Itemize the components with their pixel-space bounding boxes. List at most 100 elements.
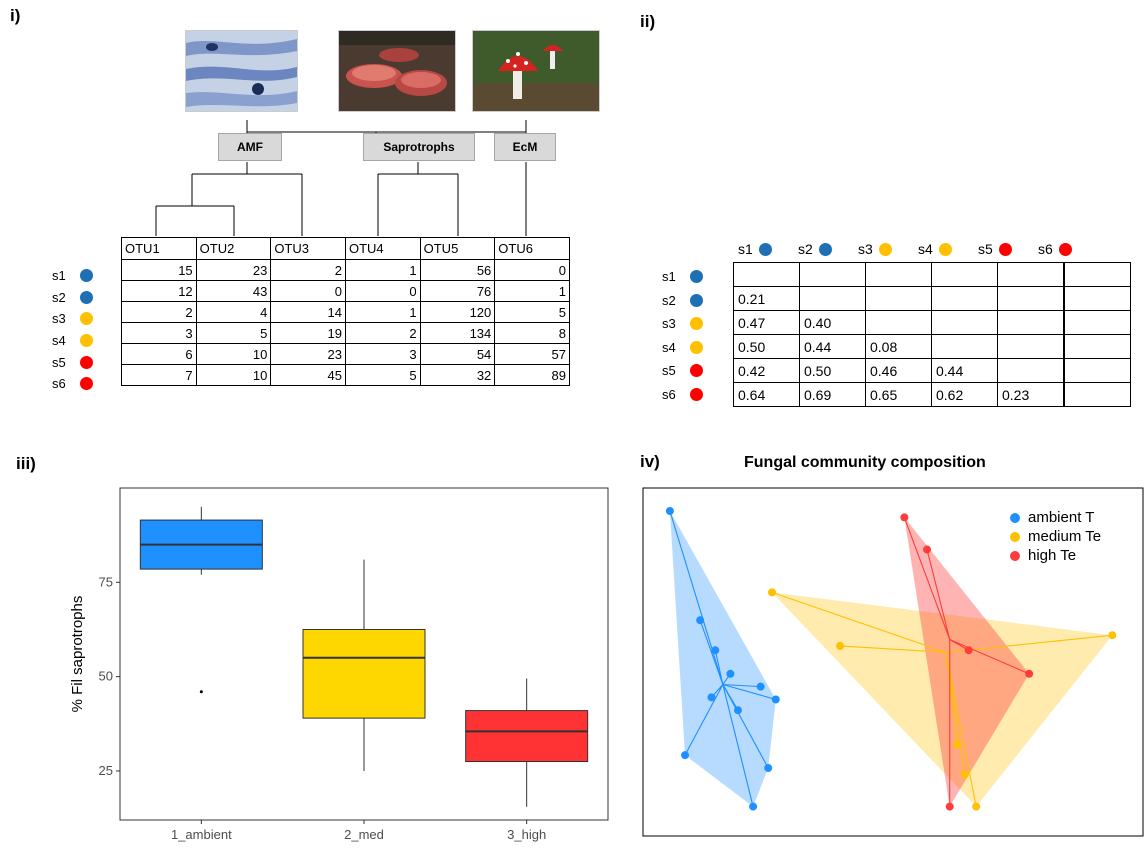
distance-cell: 0.40 [799,310,866,335]
y-tick-label: 50 [99,669,113,684]
ordination-plot [642,487,1144,837]
panel-label-iii: iii) [16,454,36,473]
distance-cell: 0.65 [865,382,932,407]
legend-dot [1010,512,1020,523]
sample-color-dot [79,355,93,369]
panel-label-iv: iv) [640,452,660,471]
distance-cell: 0.62 [931,382,998,407]
sample-point [953,740,962,749]
x-tick-label: 1_ambient [171,827,232,842]
distance-column-header: s1 [738,241,798,257]
distance-cell [799,286,866,311]
y-axis-title: % Fil saprotrophs [69,596,86,713]
spider-line [669,510,724,685]
distance-cell [997,262,1065,287]
sample-color-dot [689,317,703,331]
sample-row-label: s4 [52,330,93,352]
table-row: 2 4 14 1 120 5 [121,301,570,323]
distance-matrix-table: 0.21 0.47 0.40 0.50 0.44 0.08 0.42 0.50 0.46 0.44… [733,262,1131,407]
sample-color-dot [79,377,93,391]
plot-frame [642,487,1144,837]
otu-sample-labels: s1 s2 s3 s4 s5 s6 [52,265,93,395]
spider-line [722,684,769,769]
sample-row-label: s1 [52,265,93,287]
sample-color-dot [938,242,952,256]
otu-count-cell: 1 [344,301,421,323]
distance-cell: 0.69 [799,382,866,407]
otu-count-cell: 2 [121,301,197,323]
otu-count-cell: 10 [195,364,272,386]
distance-cell: 0.44 [931,358,998,383]
table-row: 0.64 0.69 0.65 0.62 0.23 [733,382,1131,407]
sample-color-dot [79,312,93,326]
group-amf: AMF [218,133,282,161]
otu-count-cell: 2 [270,259,346,281]
distance-cell: 0.50 [733,334,800,359]
spider-line [945,652,977,807]
otu-abundance-table: OTU1 OTU2 OTU3 OTU4 OTU5 OTU6 15 23 2 1 56 0 12 43 0 0 7… [121,237,570,386]
spider-line [945,652,966,775]
sample-name: s1 [662,269,676,285]
distance-cell: 0.44 [799,334,866,359]
distance-column-header: s5 [978,241,1038,257]
distance-cell [931,262,998,287]
sample-point [681,751,690,760]
legend-item: high Te [1010,546,1101,565]
series-high-Te [900,513,1034,811]
box-2_med [302,628,426,719]
spider-line [949,639,1030,675]
spider-line [684,684,724,756]
otu-count-cell: 32 [419,364,496,386]
sample-color-dot [79,269,93,283]
otu-count-cell: 4 [195,301,272,323]
distance-cell [1063,358,1131,383]
spider-line [840,645,946,653]
distance-cell [1063,262,1131,287]
box-3_high [465,710,589,763]
otu-column-header: OTU1 [121,237,197,260]
sample-color-dot [878,242,892,256]
ecm-fly-agaric-photo [472,30,600,112]
sample-color-dot [79,334,93,348]
sample-point [749,802,758,811]
distance-cell [931,334,998,359]
sample-point [733,706,742,715]
sample-point [768,588,776,597]
ordination-title: Fungal community composition [744,454,986,471]
panel-label-i: i) [10,6,21,25]
outlier-point [199,690,203,694]
table-row: 0.21 [733,286,1131,311]
otu-count-cell: 56 [419,259,496,281]
otu-count-cell: 8 [494,322,570,344]
otu-count-cell: 7 [121,364,197,386]
otu-count-cell: 134 [419,322,496,344]
sample-point [1025,669,1034,678]
sample-row-label: s2 [52,287,93,309]
table-row: 3 5 19 2 134 8 [121,322,570,344]
spider-line [722,683,761,688]
sample-row-label: s5 [662,359,703,383]
otu-count-cell: 76 [419,280,496,302]
otu-count-cell: 5 [494,301,570,323]
sample-name: s2 [798,241,813,257]
distance-column-header: s3 [858,241,918,257]
sample-point [764,764,773,773]
table-row: 6 10 23 3 54 57 [121,343,570,365]
distance-cell [997,334,1065,359]
otu-count-cell: 45 [270,364,346,386]
otu-count-cell: 0 [344,280,421,302]
otu-count-cell: 89 [494,364,570,386]
otu-column-header: OTU3 [270,237,346,260]
sample-name: s4 [662,339,676,355]
table-row [733,262,1131,287]
sample-name: s6 [662,386,676,402]
sample-color-dot [79,290,93,304]
distance-column-header: s2 [798,241,858,257]
distance-cell: 0.42 [733,358,800,383]
sample-color-dot [1058,242,1072,256]
sample-name: s5 [662,363,676,379]
distance-cell [931,286,998,311]
sample-point [665,506,674,515]
distance-cell [1063,334,1131,359]
table-row: 0.42 0.50 0.46 0.44 [733,358,1131,383]
